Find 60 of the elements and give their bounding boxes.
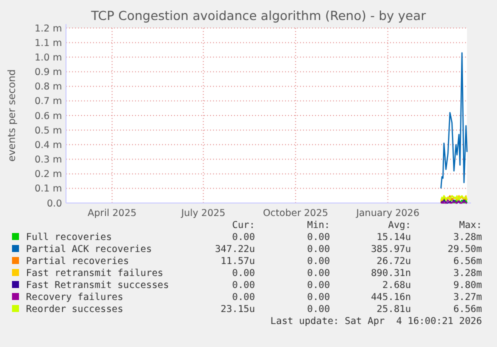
text: Max:	[459, 220, 482, 231]
text: 3.28m	[453, 268, 482, 279]
text: 0.00	[307, 292, 330, 303]
y-tick-label: 0.1 m	[34, 184, 62, 195]
text: 2.68u	[382, 280, 411, 291]
text: 0.00	[307, 304, 330, 315]
text: 0.00	[307, 268, 330, 279]
text: 0.00	[307, 232, 330, 243]
y-tick-label: 0.0	[46, 198, 62, 210]
text: 0.00	[232, 292, 256, 303]
y-tick-label: 0.7 m	[34, 96, 62, 108]
y-tick-label: 0.2 m	[34, 169, 62, 180]
legend-label: Fast retransmit failures	[26, 268, 164, 279]
legend-label: Partial recoveries	[26, 256, 129, 267]
text: 6.56m	[453, 304, 482, 315]
y-tick-label: 0.5 m	[34, 125, 62, 136]
line-series	[440, 52, 468, 190]
y-tick-label: 0.6 m	[34, 110, 62, 122]
legend-label: Partial ACK recoveries	[26, 244, 152, 255]
y-tick-label: 0.9 m	[34, 67, 62, 78]
legend-label: Full recoveries	[26, 232, 112, 243]
y-axis-title: events per second	[7, 69, 18, 162]
text: 0.00	[232, 232, 256, 243]
text: 385.97u	[370, 244, 411, 255]
text: 3.28m	[453, 232, 482, 243]
text: 0.00	[232, 280, 256, 291]
y-tick-label: 0.3 m	[34, 154, 62, 166]
text: Avg:	[388, 220, 411, 231]
legend-label: Recovery failures	[26, 292, 124, 303]
y-tick-label: 1.2 m	[34, 23, 62, 34]
text: 15.14u	[376, 232, 411, 243]
text: 0.00	[232, 268, 256, 279]
text: 347.22u	[214, 244, 255, 255]
text: 9.80m	[453, 280, 482, 291]
y-tick-label: 1.1 m	[34, 38, 62, 49]
x-tick-label: October 2025	[262, 208, 328, 219]
y-tick-label: 0.8 m	[34, 82, 62, 93]
y-tick-label: 1.0 m	[34, 52, 62, 64]
text: 445.16n	[370, 292, 411, 303]
text: Last update: Sat Apr 4 16:00:21 2026	[270, 316, 482, 327]
text: 890.31n	[370, 268, 411, 279]
text: 25.81u	[376, 304, 411, 315]
text: 23.15u	[220, 304, 255, 315]
legend-label: Reorder successes	[26, 304, 124, 315]
legend-label: Fast Retransmit successes	[26, 280, 169, 291]
x-tick-label: January 2026	[355, 208, 420, 219]
x-tick-label: April 2025	[88, 208, 137, 219]
text: 3.27m	[453, 292, 482, 303]
text: 6.56m	[453, 256, 482, 267]
text: Min:	[307, 220, 330, 231]
x-tick-label: July 2025	[180, 208, 226, 219]
text: 0.00	[307, 256, 330, 267]
text: 26.72u	[376, 256, 411, 267]
chart-title: TCP Congestion avoidance algorithm (Reno) - by year	[90, 8, 427, 23]
y-tick-label: 0.4 m	[34, 140, 62, 151]
text: 29.50m	[448, 244, 482, 255]
text: 0.00	[307, 244, 330, 255]
text: 0.00	[307, 280, 330, 291]
text: Cur:	[232, 220, 255, 231]
text: 11.57u	[220, 256, 255, 267]
